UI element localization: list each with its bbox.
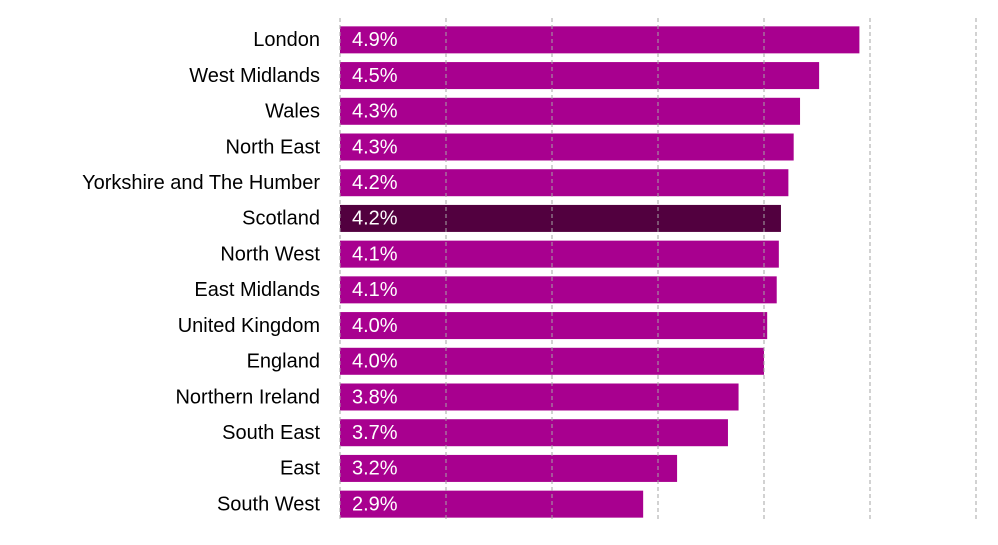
bar [340, 276, 777, 304]
category-label: North West [220, 243, 320, 265]
value-label: 4.2% [352, 172, 398, 194]
bar [340, 204, 781, 232]
category-label: South West [217, 493, 320, 515]
category-label: Northern Ireland [175, 386, 320, 408]
bar [340, 240, 779, 268]
category-label: London [253, 29, 320, 51]
value-label: 4.3% [352, 101, 398, 123]
bar [340, 312, 768, 340]
bar [340, 454, 678, 482]
category-label: North East [226, 136, 321, 158]
category-label: West Midlands [189, 65, 320, 87]
category-label: South East [222, 422, 320, 444]
bar [340, 133, 794, 161]
category-label: East [280, 458, 320, 480]
value-label: 4.5% [352, 65, 398, 87]
bar [340, 490, 644, 518]
value-label: 4.2% [352, 208, 398, 230]
value-label: 4.1% [352, 279, 398, 301]
value-label: 4.0% [352, 351, 398, 373]
value-label: 3.7% [352, 422, 398, 444]
value-label: 4.0% [352, 315, 398, 337]
category-label: United Kingdom [178, 315, 320, 337]
value-label: 3.2% [352, 458, 398, 480]
bar [340, 383, 739, 411]
category-label: England [247, 351, 320, 373]
bar [340, 169, 789, 197]
value-label: 4.9% [352, 29, 398, 51]
category-label: East Midlands [194, 279, 320, 301]
value-label: 4.1% [352, 243, 398, 265]
value-label: 3.8% [352, 386, 398, 408]
bar [340, 419, 728, 447]
bar [340, 97, 801, 125]
bar [340, 62, 820, 90]
value-label: 4.3% [352, 136, 398, 158]
category-label: Yorkshire and The Humber [82, 172, 320, 194]
bar [340, 26, 860, 54]
category-label: Wales [265, 101, 320, 123]
category-label: Scotland [242, 208, 320, 230]
value-label: 2.9% [352, 493, 398, 515]
